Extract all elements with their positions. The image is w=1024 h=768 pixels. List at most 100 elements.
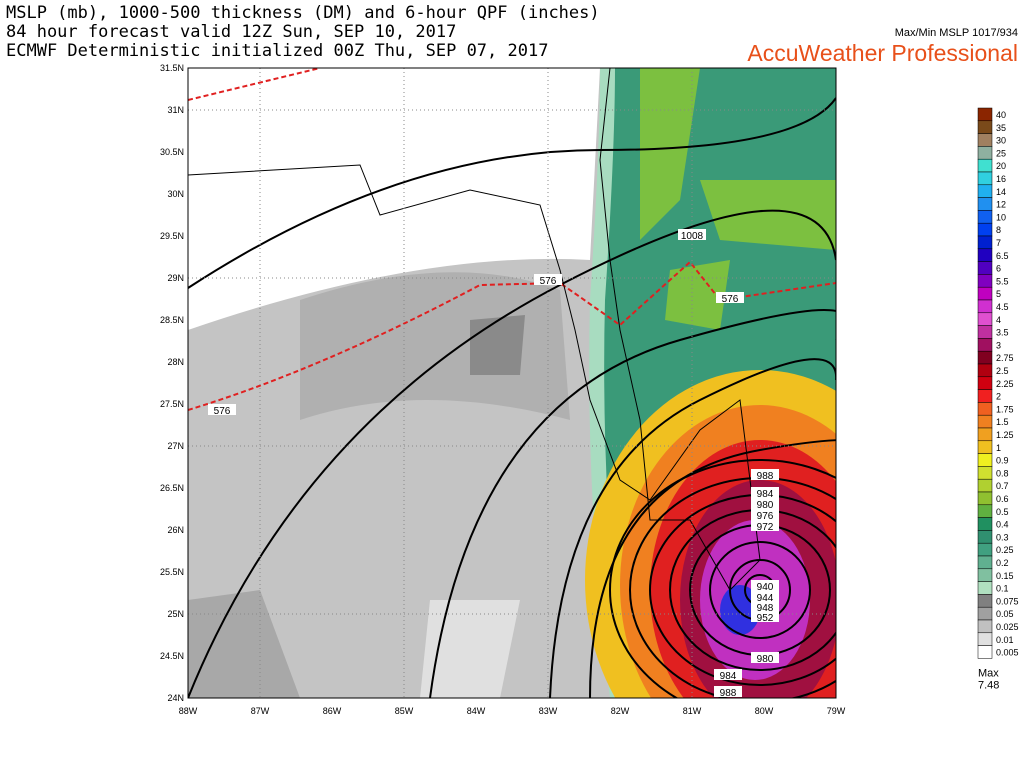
legend-swatch	[977, 222, 993, 237]
title-line: ECMWF Deterministic initialized 00Z Thu,…	[6, 41, 548, 61]
contour-label-bg	[751, 469, 779, 480]
legend-swatch	[977, 581, 993, 595]
lat-label: 27N	[167, 441, 184, 451]
contour-label: 1008	[681, 231, 704, 242]
legend-label: 3.5	[996, 328, 1009, 338]
lat-label: 30N	[167, 189, 184, 199]
legend-label: 1	[996, 443, 1001, 453]
contour-label-bg	[751, 580, 779, 591]
lat-label: 28N	[167, 357, 184, 367]
lat-label: 27.5N	[160, 399, 184, 409]
legend-label: 10	[996, 212, 1006, 222]
contour-label: 972	[757, 522, 774, 533]
legend-label: 1.5	[996, 417, 1009, 427]
contour-label: 976	[757, 511, 774, 522]
legend-label: 1.25	[996, 430, 1014, 440]
legend-swatch	[977, 478, 993, 493]
contour-label-bg	[751, 498, 779, 509]
legend-label: 0.15	[996, 571, 1014, 581]
lat-label: 31N	[167, 105, 184, 115]
contour-label: 576	[722, 294, 739, 305]
legend-swatch	[977, 325, 993, 339]
legend-label: 0.1	[996, 584, 1009, 594]
legend-swatch	[977, 427, 993, 442]
legend-swatch	[977, 440, 993, 454]
contour-label: 988	[757, 471, 774, 482]
contour-label-bg	[714, 669, 742, 680]
legend-swatch	[977, 594, 993, 608]
contour-label-bg	[678, 229, 706, 240]
legend-label: 35	[996, 123, 1006, 133]
legend-swatch	[977, 466, 993, 480]
lon-label: 85W	[395, 706, 414, 716]
legend-label: 0.05	[996, 609, 1014, 619]
title-line: MSLP (mb), 1000-500 thickness (DM) and 6…	[6, 3, 600, 23]
legend-swatch	[977, 491, 993, 506]
contour-label: 576	[540, 276, 557, 287]
legend-label: 4	[996, 315, 1001, 325]
contour-label-bg	[751, 487, 779, 498]
legend-swatch	[977, 248, 993, 262]
legend-label: 0.2	[996, 558, 1009, 568]
legend-label: 0.6	[996, 494, 1009, 504]
contour-label-bg	[751, 591, 779, 602]
contour-label-bg	[208, 404, 236, 415]
legend-swatch	[977, 197, 993, 211]
legend-label: 7	[996, 238, 1001, 248]
legend-label: 5	[996, 289, 1001, 299]
legend-label: 8	[996, 225, 1001, 235]
legend-swatch	[977, 312, 993, 326]
contour-label-bg	[751, 520, 779, 531]
map-frame	[187, 67, 837, 699]
legend-label: 6	[996, 264, 1001, 274]
legend-label: 25	[996, 148, 1006, 158]
legend-swatch	[977, 402, 993, 416]
legend-label: 40	[996, 110, 1006, 120]
legend-label: 0.025	[996, 622, 1019, 632]
legend-label: 30	[996, 136, 1006, 146]
legend-swatch	[977, 414, 993, 429]
legend-label: 2	[996, 392, 1001, 402]
lon-label: 87W	[251, 706, 270, 716]
legend-swatch	[977, 107, 993, 122]
legend-label: 5.5	[996, 276, 1009, 286]
legend-label: 2.5	[996, 366, 1009, 376]
legend-swatch	[977, 299, 993, 314]
lat-label: 26.5N	[160, 483, 184, 493]
legend-label: 1.75	[996, 404, 1014, 414]
title-line: 84 hour forecast valid 12Z Sun, SEP 10, …	[6, 22, 456, 42]
contour-label: 980	[757, 500, 774, 511]
legend-swatch	[977, 363, 993, 378]
legend-label: 20	[996, 161, 1006, 171]
contour-label-bg	[751, 611, 779, 622]
lon-label: 81W	[683, 706, 702, 716]
contour-label: 940	[757, 582, 774, 593]
legend-max-label: Max	[978, 667, 999, 679]
legend-swatch	[977, 542, 993, 557]
legend-label: 2.75	[996, 353, 1014, 363]
lon-label: 84W	[467, 706, 486, 716]
legend-swatch	[977, 530, 993, 544]
legend-swatch	[977, 606, 993, 621]
legend-label: 0.3	[996, 532, 1009, 542]
contour-label-bg	[716, 292, 744, 303]
legend-swatch	[977, 146, 993, 160]
legend-swatch	[977, 171, 993, 186]
contour-label: 988	[720, 688, 737, 699]
legend-swatch	[977, 261, 993, 275]
legend-label: 4.5	[996, 302, 1009, 312]
lat-label: 26N	[167, 525, 184, 535]
labels: 31.5N 31N 30.5N 30N 29.5N 29N 28.5N 28N 27.5N 27N…	[160, 63, 1019, 716]
legend-swatch	[977, 619, 993, 634]
lat-label: 25N	[167, 609, 184, 619]
legend-swatch	[977, 632, 993, 646]
legend-swatch	[977, 210, 993, 224]
lon-label: 86W	[323, 706, 342, 716]
contour-label: 944	[757, 593, 774, 604]
contour-label-bg	[714, 686, 742, 697]
legend-swatch	[977, 286, 993, 301]
legend-swatch	[977, 376, 993, 390]
legend-swatch	[977, 389, 993, 403]
contour-label: 948	[757, 603, 774, 614]
legend-swatch	[977, 235, 993, 250]
